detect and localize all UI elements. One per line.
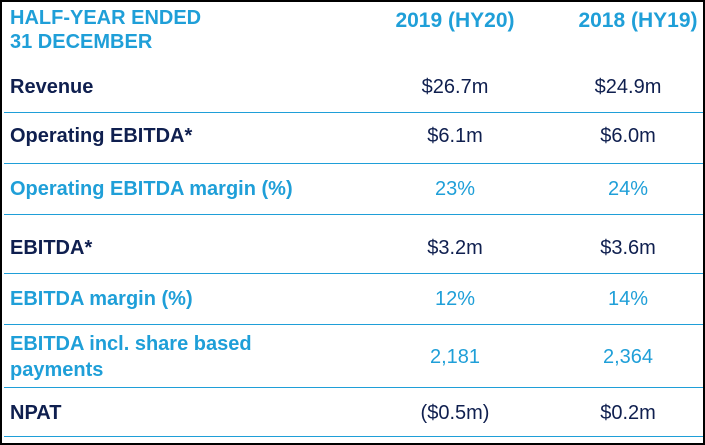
row-label-line1: EBITDA incl. share based [10, 333, 252, 355]
value-2018: $3.6m [600, 237, 656, 259]
row-label: Operating EBITDA margin (%) [10, 178, 293, 200]
value-2018: 24% [607, 178, 649, 200]
row-label: EBITDA margin (%) [10, 288, 193, 310]
value-2019: $3.2m [427, 237, 483, 259]
row-label-line2: payments [10, 359, 104, 381]
value-2019: 23% [434, 178, 476, 200]
row-label: EBITDA incl. share based payments [10, 331, 252, 383]
value-2019: $26.7m [421, 76, 489, 98]
table-row-npat: NPAT ($0.5m) $0.2m [4, 388, 703, 437]
row-label: NPAT [10, 402, 62, 424]
header-title: HALF-YEAR ENDED 31 DECEMBER [10, 6, 201, 54]
table-row-ebitda-share-based-payments: EBITDA incl. share based payments 2,181 … [4, 325, 703, 388]
value-2018: $6.0m [600, 125, 656, 147]
column-header-2018: 2018 (HY19) [578, 9, 698, 32]
row-label: EBITDA* [10, 237, 93, 259]
value-2019: 12% [434, 288, 476, 310]
table-row-ebitda-margin: EBITDA margin (%) 12% 14% [4, 274, 703, 325]
table-row-operating-ebitda: Operating EBITDA* $6.1m $6.0m [4, 113, 703, 164]
table-row-ebitda: EBITDA* $3.2m $3.6m [4, 215, 703, 274]
value-2019: ($0.5m) [420, 402, 490, 424]
value-2019: 2,181 [429, 346, 481, 368]
table-header: HALF-YEAR ENDED 31 DECEMBER 2019 (HY20) … [4, 4, 703, 70]
row-label: Operating EBITDA* [10, 125, 193, 147]
value-2018: 14% [607, 288, 649, 310]
column-header-2019: 2019 (HY20) [395, 9, 515, 32]
value-2018: $24.9m [594, 76, 662, 98]
value-2018: $0.2m [600, 402, 656, 424]
table-row-operating-ebitda-margin: Operating EBITDA margin (%) 23% 24% [4, 164, 703, 215]
header-title-line2: 31 DECEMBER [10, 31, 153, 53]
value-2019: $6.1m [427, 125, 483, 147]
row-label: Revenue [10, 76, 94, 98]
table-row-revenue: Revenue $26.7m $24.9m [4, 70, 703, 113]
value-2018: 2,364 [602, 346, 654, 368]
header-title-line1: HALF-YEAR ENDED [10, 7, 202, 29]
